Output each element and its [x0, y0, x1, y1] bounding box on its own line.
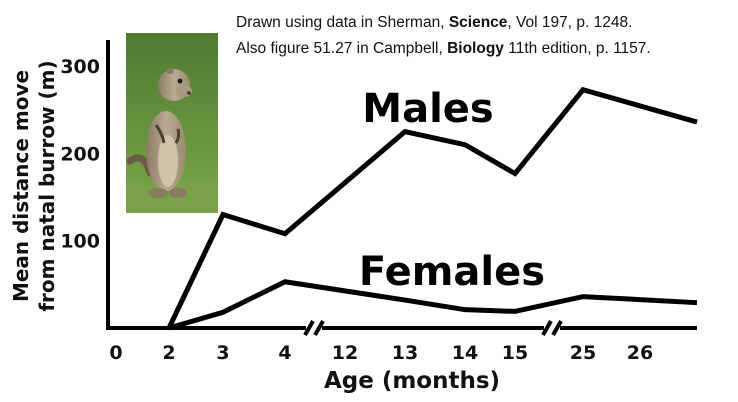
x-tick-label: 2: [162, 342, 175, 364]
y-tick-label: 200: [60, 143, 100, 165]
series-line-females: [168, 279, 698, 331]
citation-line-1: Drawn using data in Sherman, Science, Vo…: [236, 14, 633, 31]
x-tick-label: 15: [502, 342, 528, 364]
axis-break-mark: [541, 320, 553, 336]
axis-break-mark: [313, 320, 325, 336]
axis-break-mark: [551, 320, 563, 336]
labels-layer: Males Females: [359, 86, 545, 295]
x-tick-label: 26: [627, 342, 653, 364]
x-tick-label: 0: [109, 342, 122, 364]
series-label-females: Females: [359, 249, 545, 295]
x-tick-label: 3: [216, 342, 229, 364]
x-axis-title: Age (months): [324, 368, 500, 394]
x-tick-label: 14: [452, 342, 478, 364]
x-tick-label: 4: [278, 342, 291, 364]
x-tick-label: 12: [332, 342, 358, 364]
citation: Drawn using data in Sherman, Science, Vo…: [236, 10, 651, 62]
y-axis-title-line: from natal burrow (m): [35, 60, 59, 311]
axes: 100 200 300 0 2 3 4 12 13 14 15 25 26 Age (months) Mea…: [9, 40, 697, 394]
x-tick-label: 13: [392, 342, 418, 364]
series-line-males: [166, 86, 698, 330]
y-tick-label: 100: [60, 231, 100, 253]
y-tick-label: 300: [60, 56, 100, 78]
series-layer: [166, 86, 698, 331]
x-tick-label: 25: [570, 342, 596, 364]
ground-squirrel-photo: [126, 33, 218, 213]
citation-line-2: Also figure 51.27 in Campbell, Biology 1…: [236, 40, 651, 57]
series-label-males: Males: [362, 86, 493, 132]
y-axis-title-line: Mean distance move: [9, 70, 33, 302]
axis-break-mark: [303, 320, 315, 336]
